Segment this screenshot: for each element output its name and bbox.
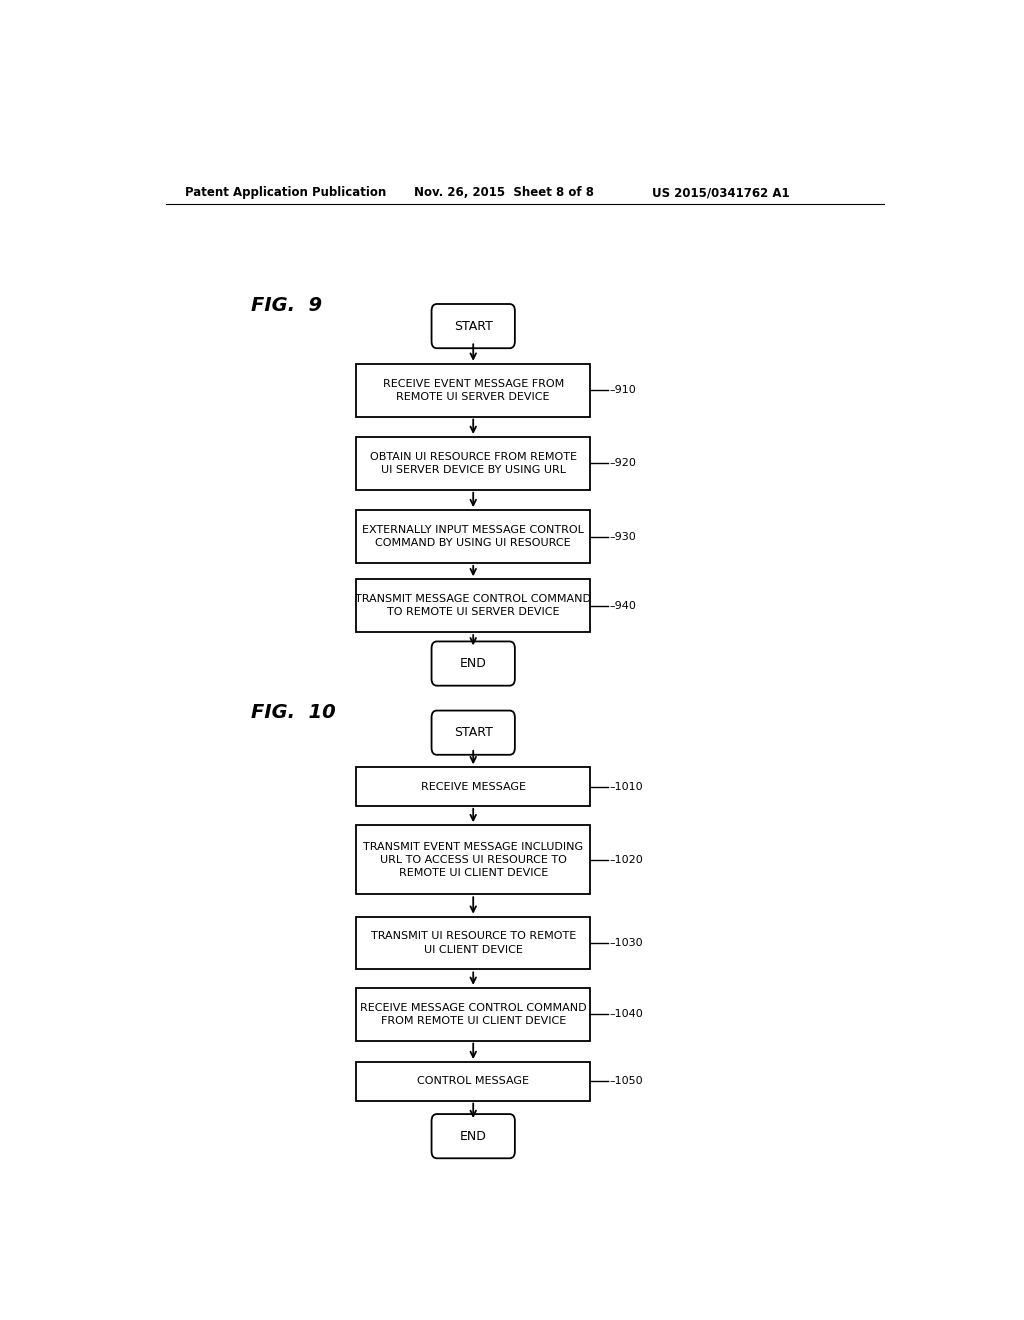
FancyBboxPatch shape [431, 304, 515, 348]
Text: –940: –940 [609, 601, 636, 611]
Text: –1020: –1020 [609, 855, 643, 865]
Text: END: END [460, 657, 486, 671]
Text: –1030: –1030 [609, 939, 643, 948]
Text: RECEIVE MESSAGE: RECEIVE MESSAGE [421, 781, 525, 792]
Bar [356, 1063, 590, 1101]
Text: –1050: –1050 [609, 1076, 643, 1086]
Bar [356, 825, 590, 894]
Text: START: START [454, 319, 493, 333]
Text: US 2015/0341762 A1: US 2015/0341762 A1 [652, 186, 790, 199]
Text: CONTROL MESSAGE: CONTROL MESSAGE [417, 1076, 529, 1086]
Text: TRANSMIT EVENT MESSAGE INCLUDING
URL TO ACCESS UI RESOURCE TO
REMOTE UI CLIENT D: TRANSMIT EVENT MESSAGE INCLUDING URL TO … [364, 842, 584, 878]
Text: –910: –910 [609, 385, 636, 395]
Text: FIG.  10: FIG. 10 [251, 702, 336, 722]
Text: RECEIVE EVENT MESSAGE FROM
REMOTE UI SERVER DEVICE: RECEIVE EVENT MESSAGE FROM REMOTE UI SER… [383, 379, 564, 401]
Bar [356, 767, 590, 805]
Text: –1040: –1040 [609, 1010, 643, 1019]
Text: –1010: –1010 [609, 781, 643, 792]
FancyBboxPatch shape [431, 1114, 515, 1158]
Bar [356, 579, 590, 632]
Text: START: START [454, 726, 493, 739]
Text: TRANSMIT MESSAGE CONTROL COMMAND
TO REMOTE UI SERVER DEVICE: TRANSMIT MESSAGE CONTROL COMMAND TO REMO… [355, 594, 591, 618]
Text: FIG.  9: FIG. 9 [251, 296, 323, 315]
FancyBboxPatch shape [431, 642, 515, 685]
Text: OBTAIN UI RESOURCE FROM REMOTE
UI SERVER DEVICE BY USING URL: OBTAIN UI RESOURCE FROM REMOTE UI SERVER… [370, 451, 577, 475]
Bar [356, 364, 590, 417]
Bar [356, 510, 590, 562]
Bar [356, 916, 590, 969]
FancyBboxPatch shape [431, 710, 515, 755]
Text: Nov. 26, 2015  Sheet 8 of 8: Nov. 26, 2015 Sheet 8 of 8 [414, 186, 594, 199]
Text: END: END [460, 1130, 486, 1143]
Text: –930: –930 [609, 532, 636, 541]
Text: EXTERNALLY INPUT MESSAGE CONTROL
COMMAND BY USING UI RESOURCE: EXTERNALLY INPUT MESSAGE CONTROL COMMAND… [362, 525, 584, 548]
Text: –920: –920 [609, 458, 636, 469]
Text: RECEIVE MESSAGE CONTROL COMMAND
FROM REMOTE UI CLIENT DEVICE: RECEIVE MESSAGE CONTROL COMMAND FROM REM… [359, 1003, 587, 1026]
Bar [356, 987, 590, 1040]
Bar [356, 437, 590, 490]
Text: TRANSMIT UI RESOURCE TO REMOTE
UI CLIENT DEVICE: TRANSMIT UI RESOURCE TO REMOTE UI CLIENT… [371, 932, 575, 954]
Text: Patent Application Publication: Patent Application Publication [185, 186, 386, 199]
